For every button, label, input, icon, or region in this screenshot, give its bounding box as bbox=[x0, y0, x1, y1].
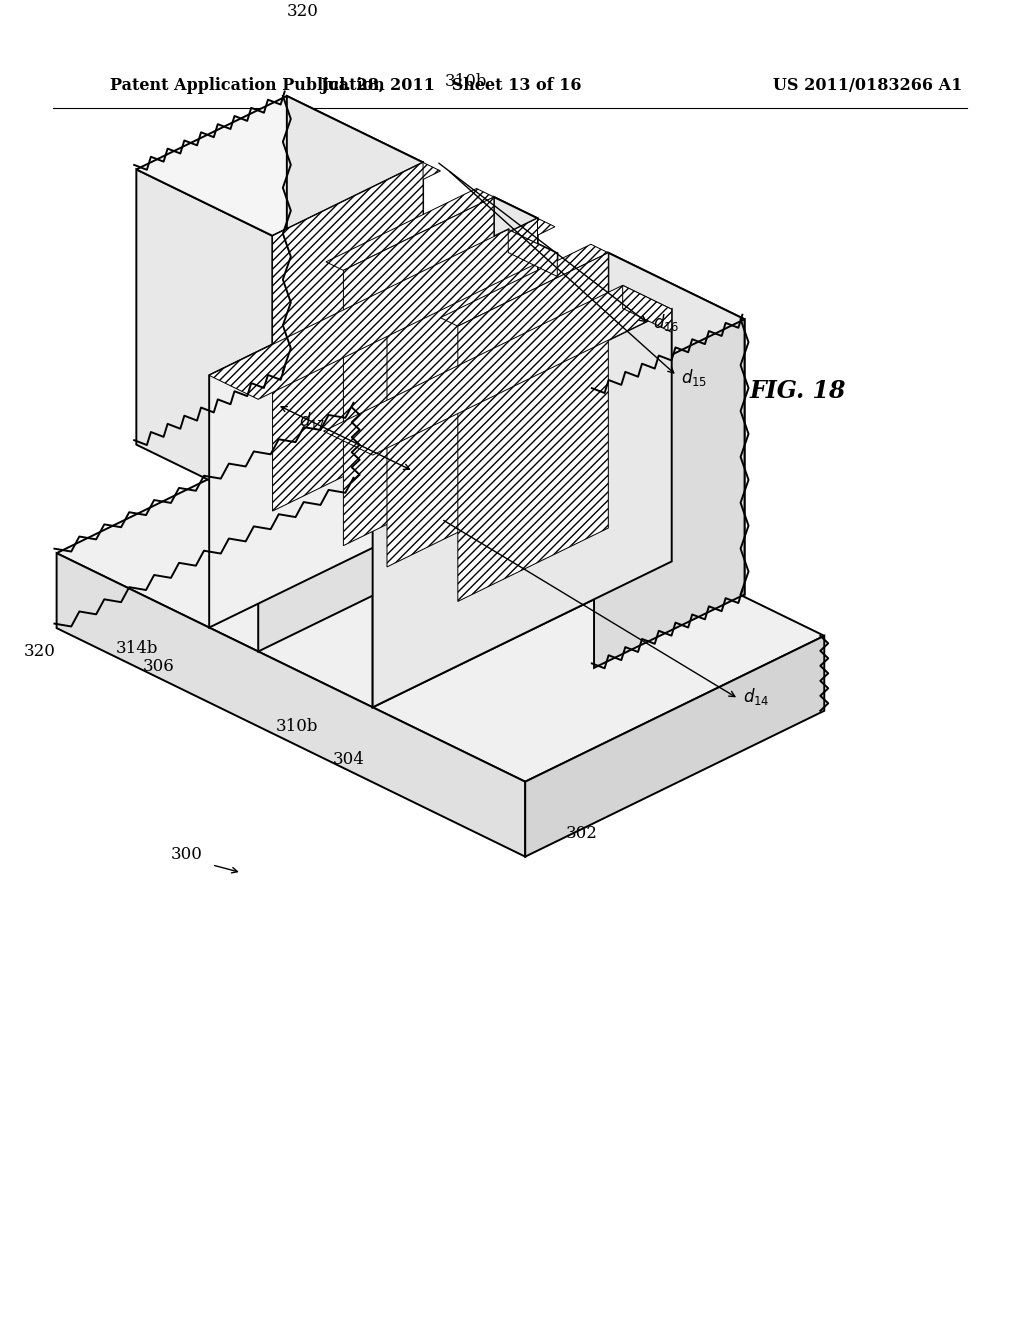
Text: US 2011/0183266 A1: US 2011/0183266 A1 bbox=[773, 77, 963, 94]
Polygon shape bbox=[508, 230, 557, 506]
Text: 302: 302 bbox=[566, 825, 598, 842]
Polygon shape bbox=[373, 309, 672, 708]
Polygon shape bbox=[258, 253, 557, 652]
Polygon shape bbox=[508, 230, 557, 276]
Polygon shape bbox=[287, 96, 423, 438]
Polygon shape bbox=[209, 230, 557, 399]
Polygon shape bbox=[387, 218, 555, 300]
Polygon shape bbox=[623, 285, 672, 333]
Polygon shape bbox=[326, 189, 494, 271]
Polygon shape bbox=[458, 253, 608, 602]
Text: $d_{16}$: $d_{16}$ bbox=[653, 312, 680, 333]
Polygon shape bbox=[525, 636, 824, 857]
Text: Jul. 28, 2011   Sheet 13 of 16: Jul. 28, 2011 Sheet 13 of 16 bbox=[319, 77, 582, 94]
Polygon shape bbox=[324, 285, 672, 455]
Text: 320: 320 bbox=[287, 3, 318, 20]
Polygon shape bbox=[209, 230, 557, 399]
Text: $d_{15}$: $d_{15}$ bbox=[681, 367, 708, 388]
Polygon shape bbox=[209, 230, 508, 627]
Polygon shape bbox=[623, 285, 672, 561]
Text: 310b: 310b bbox=[276, 718, 318, 735]
Text: 300: 300 bbox=[171, 846, 203, 863]
Text: 310b: 310b bbox=[444, 73, 487, 90]
Text: 314b: 314b bbox=[116, 640, 158, 657]
Polygon shape bbox=[324, 285, 672, 455]
Polygon shape bbox=[608, 253, 744, 594]
Polygon shape bbox=[343, 197, 538, 292]
Polygon shape bbox=[56, 408, 824, 781]
Polygon shape bbox=[373, 309, 672, 708]
Text: 304: 304 bbox=[333, 751, 366, 768]
Polygon shape bbox=[594, 319, 744, 668]
Text: 320: 320 bbox=[24, 643, 55, 660]
Polygon shape bbox=[440, 244, 608, 326]
Polygon shape bbox=[387, 218, 538, 566]
Text: 306: 306 bbox=[142, 657, 174, 675]
Text: $d_{17}$: $d_{17}$ bbox=[299, 409, 326, 430]
Text: Patent Application Publication: Patent Application Publication bbox=[111, 77, 385, 94]
Text: $d_{14}$: $d_{14}$ bbox=[742, 686, 769, 708]
Polygon shape bbox=[272, 162, 423, 511]
Polygon shape bbox=[136, 96, 423, 236]
Polygon shape bbox=[272, 162, 423, 511]
Polygon shape bbox=[272, 162, 440, 244]
Polygon shape bbox=[56, 553, 525, 857]
Polygon shape bbox=[343, 197, 494, 545]
Polygon shape bbox=[136, 169, 272, 511]
Polygon shape bbox=[458, 253, 744, 392]
Polygon shape bbox=[494, 197, 538, 494]
Polygon shape bbox=[387, 218, 538, 566]
Text: FIG. 18: FIG. 18 bbox=[750, 379, 847, 403]
